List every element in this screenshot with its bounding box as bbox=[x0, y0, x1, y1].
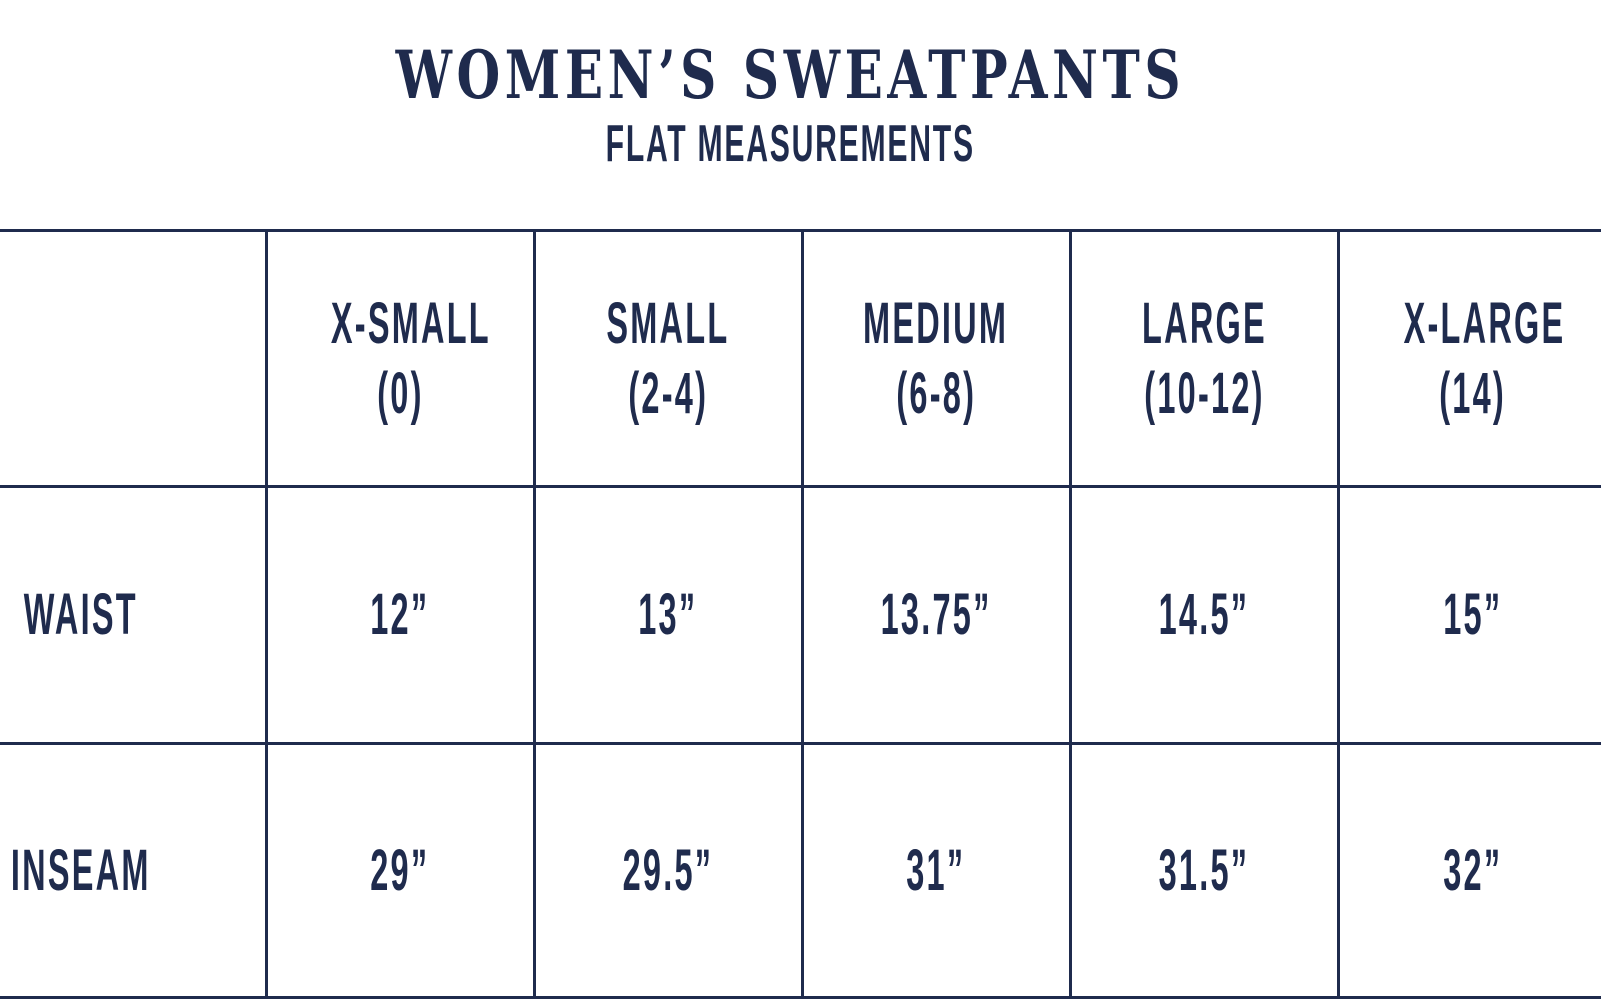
cell-inseam-large: 31.5” bbox=[1068, 742, 1340, 999]
cell-inseam-medium: 31” bbox=[800, 742, 1072, 999]
chart-header: WOMEN’S SWEATPANTS FLAT MEASUREMENTS bbox=[0, 42, 1580, 170]
row-label-inseam: INSEAM bbox=[0, 742, 268, 999]
cell-inseam-x-small: 29” bbox=[264, 742, 536, 999]
cell-waist-medium: 13.75” bbox=[800, 485, 1072, 745]
cell-waist-small: 13” bbox=[532, 485, 804, 745]
cell-value-text: 13.75” bbox=[880, 582, 992, 648]
header-row: X-SMALL (0) SMALL (2-4) MEDIUM (6-8) LAR… bbox=[0, 229, 1601, 488]
row-inseam: INSEAM 29” 29.5” 31” 31.5” 32” bbox=[0, 742, 1601, 999]
header-size-label: X-LARGE bbox=[1340, 290, 1601, 356]
cell-inseam-small: 29.5” bbox=[532, 742, 804, 999]
cell-value-text: 29” bbox=[370, 837, 430, 903]
row-waist: WAIST 12” 13” 13.75” 14.5” 15” bbox=[0, 485, 1601, 745]
cell-value-text: 31.5” bbox=[1158, 837, 1250, 903]
size-chart-table: X-SMALL (0) SMALL (2-4) MEDIUM (6-8) LAR… bbox=[0, 229, 1601, 999]
page-title: WOMEN’S SWEATPANTS bbox=[0, 42, 1580, 108]
page-subtitle: FLAT MEASUREMENTS bbox=[0, 118, 1580, 170]
cell-waist-x-small: 12” bbox=[264, 485, 536, 745]
row-label-text: WAIST bbox=[24, 582, 139, 648]
row-label-text: INSEAM bbox=[11, 837, 152, 903]
header-size-range-text: (10-12) bbox=[1143, 360, 1265, 426]
cell-inseam-x-large: 32” bbox=[1336, 742, 1601, 999]
header-size-label: X-SMALL bbox=[268, 290, 533, 356]
header-size-label: SMALL bbox=[536, 290, 801, 356]
header-size-label: MEDIUM bbox=[804, 290, 1069, 356]
header-size-range: (2-4) bbox=[536, 360, 801, 426]
header-cell-small: SMALL (2-4) bbox=[532, 229, 804, 488]
header-cell-medium: MEDIUM (6-8) bbox=[800, 229, 1072, 488]
cell-value-text: 32” bbox=[1443, 837, 1503, 903]
cell-waist-large: 14.5” bbox=[1068, 485, 1340, 745]
header-size-range-text: (0) bbox=[376, 360, 424, 426]
header-size-range: (0) bbox=[268, 360, 533, 426]
corner-cell bbox=[0, 229, 268, 488]
cell-value-text: 13” bbox=[638, 582, 698, 648]
cell-value-text: 12” bbox=[370, 582, 430, 648]
cell-value-text: 15” bbox=[1443, 582, 1503, 648]
header-size-label-text: MEDIUM bbox=[863, 290, 1009, 356]
cell-value-text: 14.5” bbox=[1158, 582, 1250, 648]
header-size-label: LARGE bbox=[1072, 290, 1337, 356]
cell-value-text: 29.5” bbox=[622, 837, 714, 903]
page-subtitle-text: FLAT MEASUREMENTS bbox=[605, 115, 975, 173]
header-cell-x-small: X-SMALL (0) bbox=[264, 229, 536, 488]
header-size-label-text: SMALL bbox=[606, 290, 730, 356]
row-label-waist: WAIST bbox=[0, 485, 268, 745]
header-size-range: (10-12) bbox=[1072, 360, 1337, 426]
header-cell-large: LARGE (10-12) bbox=[1068, 229, 1340, 488]
cell-value-text: 31” bbox=[906, 837, 966, 903]
cell-waist-x-large: 15” bbox=[1336, 485, 1601, 745]
header-size-range-text: (14) bbox=[1439, 360, 1507, 426]
header-size-range: (6-8) bbox=[804, 360, 1069, 426]
header-size-label-text: X-SMALL bbox=[330, 290, 491, 356]
header-size-range: (14) bbox=[1340, 360, 1601, 426]
page-title-text: WOMEN’S SWEATPANTS bbox=[395, 36, 1185, 114]
header-cell-x-large: X-LARGE (14) bbox=[1336, 229, 1601, 488]
header-size-range-text: (2-4) bbox=[628, 360, 708, 426]
header-size-range-text: (6-8) bbox=[896, 360, 976, 426]
header-size-label-text: LARGE bbox=[1141, 290, 1267, 356]
header-size-label-text: X-LARGE bbox=[1403, 290, 1565, 356]
